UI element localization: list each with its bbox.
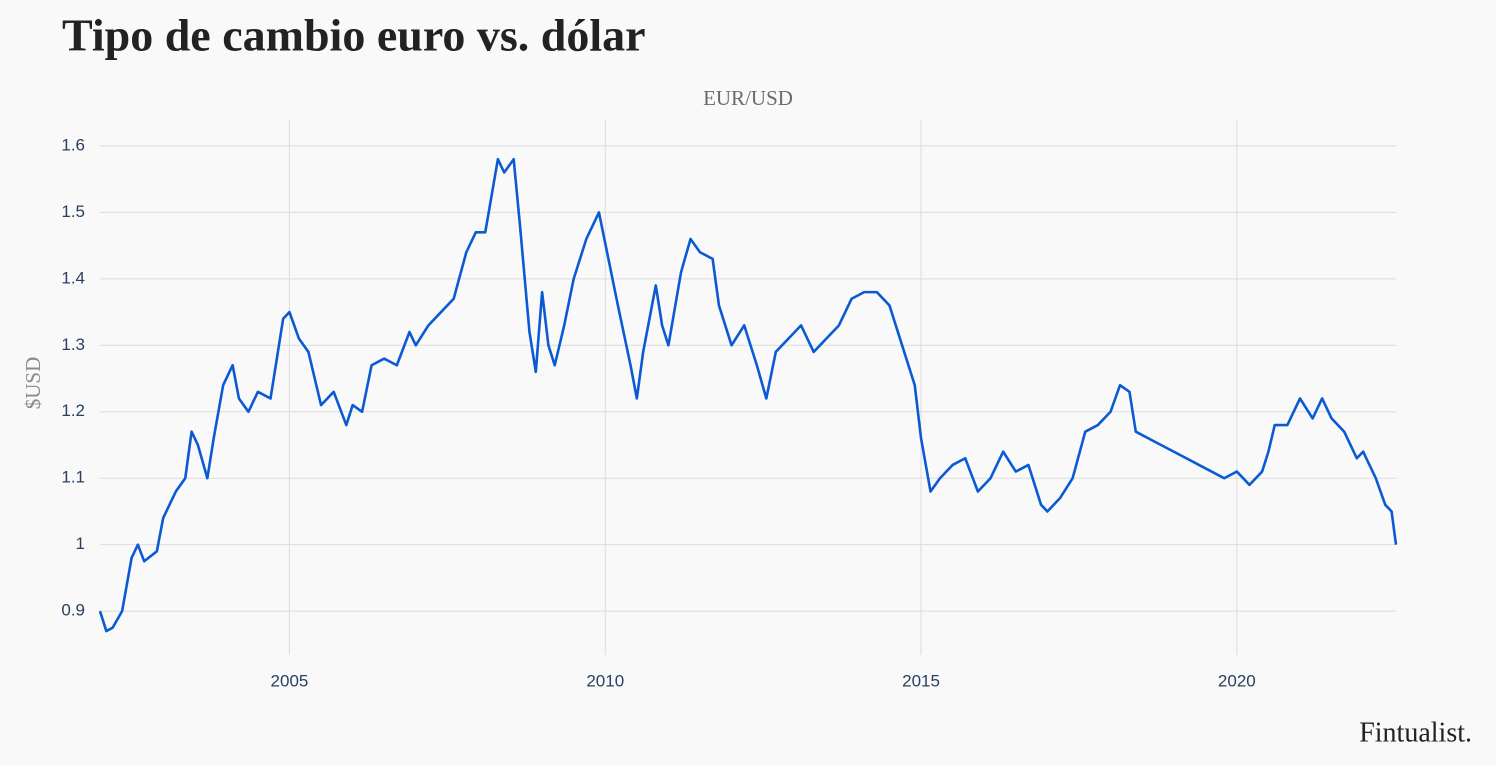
y-tick-label: 1.2 [61, 401, 85, 420]
brand: Fintualist. [1359, 717, 1472, 748]
x-tick-label: 2015 [902, 671, 940, 690]
y-tick-label: 1.6 [61, 135, 85, 154]
y-tick-label: 0.9 [61, 601, 85, 620]
x-tick-label: 2020 [1218, 671, 1256, 690]
chart-subtitle: EUR/USD [703, 86, 793, 110]
line-series [98, 157, 1398, 633]
y-tick-label: 1.3 [61, 335, 85, 354]
y-tick-label: 1.1 [61, 468, 85, 487]
x-tick-label: 2010 [586, 671, 624, 690]
y-axis-label: $USD [21, 357, 45, 410]
chart-title: Tipo de cambio euro vs. dólar [62, 10, 646, 61]
y-tick-label: 1.4 [61, 268, 85, 287]
x-tick-label: 2005 [271, 671, 309, 690]
y-tick-label: 1.5 [61, 202, 85, 221]
y-tick-label: 1 [76, 534, 85, 553]
